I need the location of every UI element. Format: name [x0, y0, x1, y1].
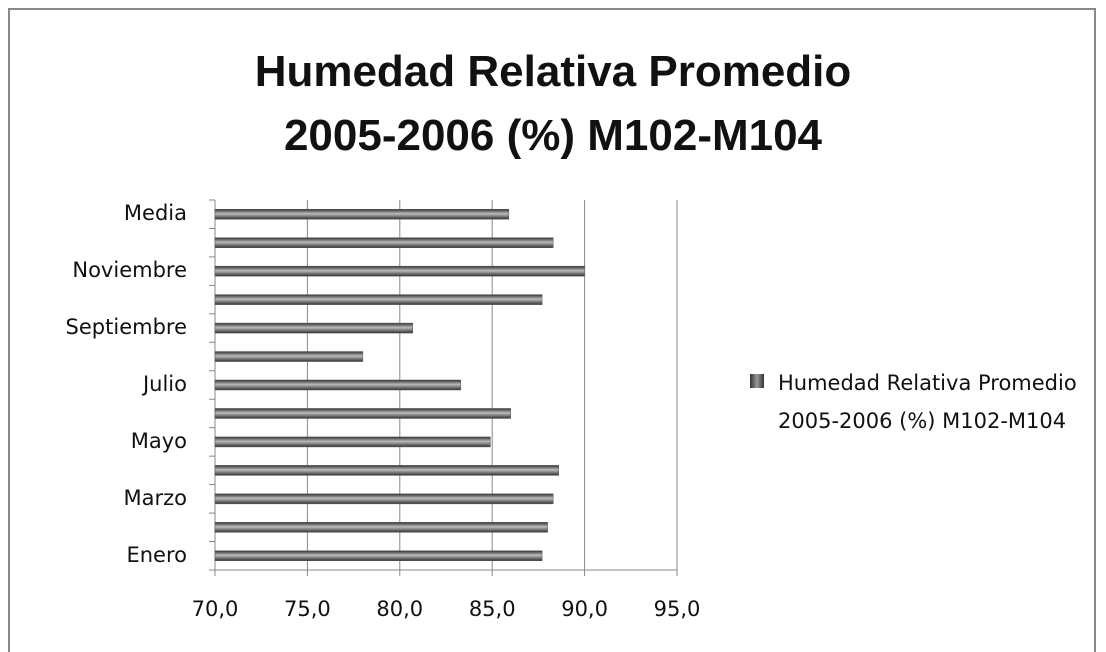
bar: [214, 522, 548, 533]
chart-title: Humedad Relativa Promedio 2005-2006 (%) …: [254, 47, 852, 160]
bar: [214, 294, 543, 305]
bar: [214, 265, 585, 277]
x-tick-label: 90,0: [561, 597, 608, 621]
y-tick-label: Marzo: [124, 486, 188, 510]
y-tick-label: Noviembre: [72, 258, 187, 282]
bar: [214, 436, 491, 448]
chart-frame: [8, 8, 1096, 652]
legend-label: Humedad Relativa Promedio 2005-2006 (%) …: [778, 371, 1077, 433]
x-tick-label: 80,0: [376, 597, 423, 621]
bar: [214, 379, 462, 391]
x-tick-label: 85,0: [469, 597, 516, 621]
x-tick-label: 70,0: [192, 597, 239, 621]
y-tick-label: Mayo: [131, 429, 187, 453]
y-tick-label: Julio: [141, 372, 187, 396]
bar: [214, 237, 554, 248]
x-tick-label: 75,0: [284, 597, 331, 621]
bar: [214, 208, 510, 220]
x-tick-label: 95,0: [654, 597, 701, 621]
bar: [214, 493, 554, 505]
y-tick-label: Enero: [126, 543, 187, 567]
bar: [214, 322, 413, 334]
y-tick-label: Septiembre: [66, 315, 187, 339]
bar: [214, 351, 364, 362]
legend: Humedad Relativa Promedio 2005-2006 (%) …: [750, 364, 1080, 440]
bar: [214, 408, 511, 419]
legend-key: [750, 374, 764, 388]
bar: [214, 550, 543, 562]
bar: [214, 465, 559, 476]
y-tick-label: Media: [124, 201, 187, 225]
